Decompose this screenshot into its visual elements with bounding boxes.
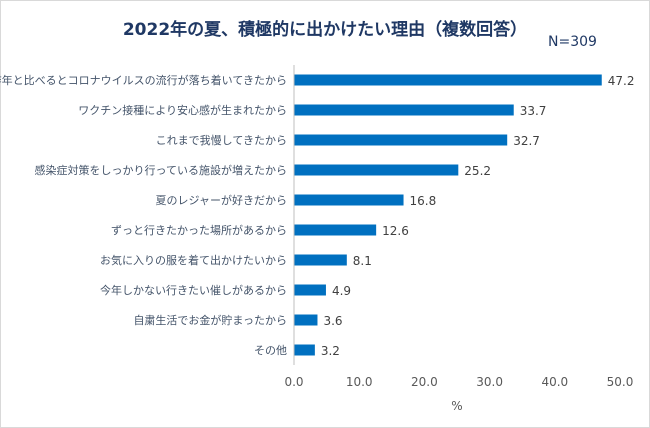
bar	[294, 344, 315, 356]
x-tick-label: 30.0	[476, 375, 503, 389]
bar	[294, 74, 602, 86]
x-tick-label: 20.0	[411, 375, 438, 389]
category-label: ワクチン接種により安心感が生まれたから	[78, 103, 287, 117]
category-label: 夏のレジャーが好きだから	[156, 193, 287, 207]
sample-size-note: N=309	[548, 34, 597, 50]
category-label: その他	[254, 344, 287, 357]
bar	[294, 254, 347, 266]
value-label: 3.2	[321, 344, 340, 358]
value-label: 25.2	[464, 164, 491, 178]
x-tick-label: 50.0	[607, 375, 634, 389]
value-label: 12.6	[382, 224, 409, 238]
chart-title: 2022年の夏、積極的に出かけたい理由（複数回答）	[122, 20, 528, 40]
value-label: 3.6	[323, 314, 342, 328]
category-label: これまで我慢してきたから	[156, 134, 287, 147]
bar	[294, 284, 326, 296]
category-label: ずっと行きたかった場所があるから	[111, 223, 287, 237]
value-label: 47.2	[608, 74, 635, 88]
bar	[294, 224, 377, 236]
value-label: 33.7	[520, 104, 547, 118]
category-label: お気に入りの服を着て出かけたいから	[100, 253, 287, 267]
category-label: 昨年と比べるとコロナウイルスの流行が落ち着いてきたから	[0, 73, 287, 87]
category-label: 自粛生活でお金が貯まったから	[133, 313, 287, 327]
bar	[294, 104, 514, 116]
value-label: 16.8	[410, 194, 437, 208]
x-tick-label: 0.0	[284, 375, 303, 389]
x-tick-label: 10.0	[346, 375, 373, 389]
bar	[294, 194, 404, 206]
category-label: 感染症対策をしっかり行っている施設が増えたから	[35, 163, 287, 177]
x-tick-label: 40.0	[541, 375, 568, 389]
bar	[294, 314, 318, 326]
x-axis-label: %	[451, 399, 462, 413]
bar	[294, 164, 459, 176]
value-label: 32.7	[513, 134, 540, 148]
category-label: 今年しかない行きたい催しがあるから	[100, 283, 287, 297]
value-label: 4.9	[332, 284, 351, 298]
value-label: 8.1	[353, 254, 372, 268]
bar	[294, 134, 508, 146]
